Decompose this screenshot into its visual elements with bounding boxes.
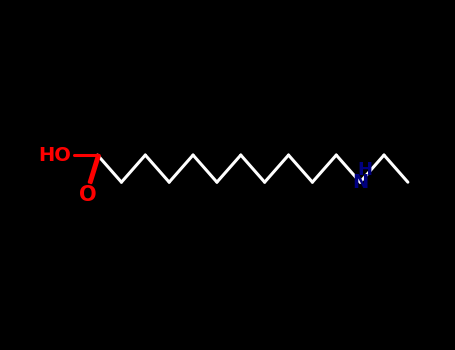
Text: HO: HO — [39, 146, 71, 164]
Text: H: H — [358, 161, 373, 179]
Text: N: N — [352, 173, 368, 192]
Text: O: O — [79, 185, 96, 205]
